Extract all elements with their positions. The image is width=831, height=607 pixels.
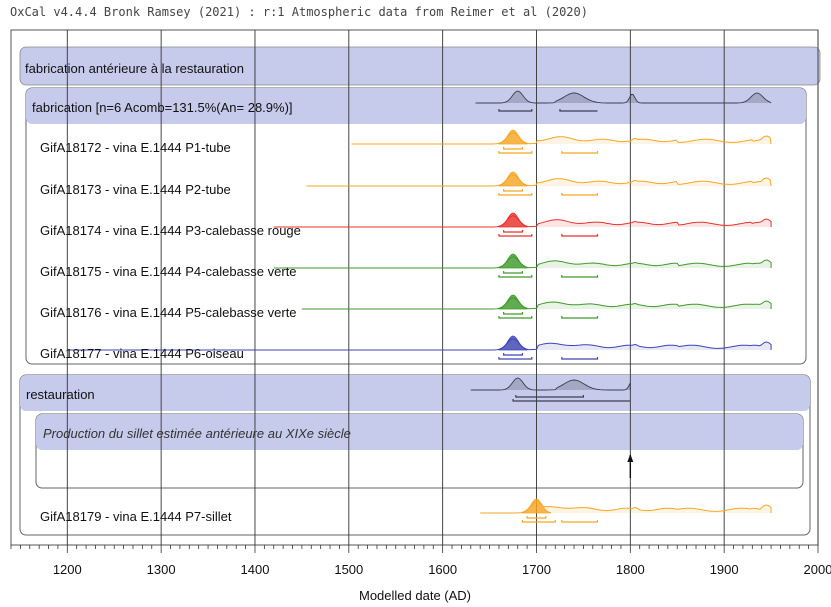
posterior-peak-5 [498,294,528,310]
group-band-fabrication [26,88,806,124]
group-band-restauration [20,375,810,411]
prior-curve-1 [351,132,772,145]
prior-curve-5 [301,297,772,310]
dist-restauration [470,377,631,402]
x-axis: 1200 1300 1400 1500 1600 1700 1800 1900 2000 [10,545,831,577]
dist-row-7 [480,498,772,523]
range-bracket-4-0 [503,271,524,274]
row-label-p4: GifA18175 - vina E.1444 P4-calebasse ver… [40,264,297,279]
boundary-arrow-head [627,454,634,462]
posterior-peak-2 [498,171,528,187]
range-bracket-3-0 [503,230,524,233]
posterior-peak-4 [498,253,528,269]
dist-row-1 [351,129,772,154]
dist-row-6 [67,335,772,360]
row-label-p3: GifA18174 - vina E.1444 P3-calebasse rou… [40,223,301,238]
distributions [67,90,772,523]
dist-restauration-curve [470,377,631,391]
res-bracket-1 [515,395,585,398]
dist-fabrication-curve [475,90,772,104]
tick-label-1900: 1900 [710,562,739,577]
range-bracket-6-0 [503,353,524,356]
dist-fabrication [475,90,772,112]
dist-row-5 [301,294,772,319]
range-bracket-7-1 [521,520,556,523]
res-bracket-2 [512,399,631,402]
group-label-production: Production du sillet estimée antérieure … [43,426,351,441]
posterior-peak-6 [498,335,528,351]
group-band-fabrication-anterieure [19,46,821,86]
range-bracket-5-2 [561,316,599,319]
range-bracket-2-0 [503,189,524,192]
range-bracket-7-2 [561,520,599,523]
group-label-fabrication: fabrication [n=6 Acomb=131.5%(An= 28.9%)… [32,100,293,115]
range-bracket-4-1 [498,275,533,278]
dist-row-2 [306,171,772,196]
range-bracket-5-1 [498,316,533,319]
posterior-peak-1 [498,129,528,145]
range-bracket-5-0 [503,312,524,315]
row-label-p7: GifA18179 - vina E.1444 P7-sillet [40,509,232,524]
range-bracket-3-2 [561,234,599,237]
fab-bracket-1 [498,109,533,112]
dist-row-3 [273,212,772,237]
group-band-production [36,414,803,450]
row-label-p2: GifA18173 - vina E.1444 P2-tube [40,182,231,197]
fab-bracket-2 [559,109,598,112]
posterior-peak-3 [498,212,528,228]
tick-label-1700: 1700 [522,562,551,577]
tick-label-1800: 1800 [616,562,645,577]
tick-label-1500: 1500 [334,562,363,577]
range-bracket-2-2 [561,193,599,196]
range-bracket-6-1 [498,357,533,360]
group-label-fabrication-anterieure: fabrication antérieure à la restauration [25,61,244,76]
tick-label-1600: 1600 [428,562,457,577]
tick-label-1400: 1400 [241,562,270,577]
range-bracket-1-0 [503,147,524,150]
range-bracket-4-2 [561,275,599,278]
chart-header: OxCal v4.4.4 Bronk Ramsey (2021) : r:1 A… [10,5,588,19]
range-bracket-1-1 [498,151,533,154]
range-bracket-3-1 [498,234,533,237]
range-bracket-7-0 [526,516,547,519]
tick-label-1200: 1200 [53,562,82,577]
posterior-peak-7 [521,498,552,514]
row-label-p1: GifA18172 - vina E.1444 P1-tube [40,140,231,155]
prior-curve-2 [306,174,772,187]
row-label-p5: GifA18176 - vina E.1444 P5-calebasse ver… [40,305,297,320]
range-bracket-1-2 [561,151,599,154]
row-label-p6: GifA18177 - vina E.1444 P6-oiseau [40,346,244,361]
range-bracket-2-1 [498,193,533,196]
tick-label-1300: 1300 [147,562,176,577]
x-axis-title: Modelled date (AD) [359,588,471,603]
group-label-restauration: restauration [26,387,95,402]
range-bracket-6-2 [561,357,599,360]
tick-label-2000: 2000 [804,562,831,577]
dist-row-4 [273,253,772,278]
grid-lines [66,30,819,545]
prior-curve-6 [67,338,772,351]
